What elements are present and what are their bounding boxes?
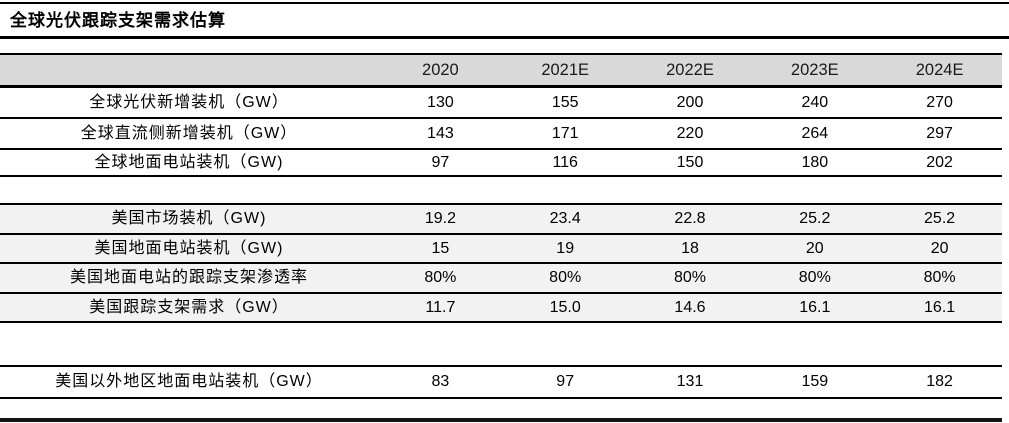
table-header-row: 2020 2021E 2022E 2023E 2024E xyxy=(0,53,1002,88)
section-spacer xyxy=(0,177,1002,205)
value-cell: 15 xyxy=(431,239,450,257)
row-label: 美国地面电站的跟踪支架渗透率 xyxy=(69,269,308,286)
value-cell: 116 xyxy=(552,153,578,171)
value-cell: 180 xyxy=(801,153,829,171)
value-cell: 80% xyxy=(798,269,831,286)
value-cell: 150 xyxy=(676,153,704,171)
top-rule xyxy=(0,2,1009,4)
value-cell: 171 xyxy=(551,124,579,142)
value-cell: 80% xyxy=(923,269,956,286)
value-cell: 159 xyxy=(801,373,829,390)
header-year-cell: 2020 xyxy=(422,60,459,79)
value-cell: 16.1 xyxy=(799,298,831,316)
table-row-global-pv-new-installs: 全球光伏新增装机（GW） 130 155 200 240 270 xyxy=(0,88,1002,119)
value-cell: 80% xyxy=(549,269,582,286)
value-cell: 20 xyxy=(930,239,949,257)
row-label: 全球光伏新增装机（GW） xyxy=(89,93,289,111)
section-spacer xyxy=(0,323,1002,367)
row-label: 美国地面电站装机（GW) xyxy=(94,239,284,257)
table-row-global-dc-new-installs: 全球直流侧新增装机（GW） 143 171 220 264 297 xyxy=(0,119,1002,150)
value-cell: 264 xyxy=(801,124,829,142)
row-label: 全球直流侧新增装机（GW） xyxy=(80,124,298,142)
value-cell: 200 xyxy=(676,93,704,111)
title-rule xyxy=(0,36,1009,39)
table-row-us-tracker-demand: 美国跟踪支架需求（GW） 11.7 15.0 14.6 16.1 16.1 xyxy=(0,294,1002,323)
value-cell: 297 xyxy=(926,124,953,142)
value-cell: 270 xyxy=(926,93,953,111)
row-label: 美国跟踪支架需求（GW） xyxy=(89,298,289,316)
value-cell: 23.4 xyxy=(549,210,581,227)
value-cell: 240 xyxy=(801,93,829,111)
value-cell: 182 xyxy=(926,373,953,390)
table-row-us-utility-installs: 美国地面电站装机（GW) 15 19 18 20 20 xyxy=(0,235,1002,264)
bottom-rule xyxy=(0,418,1002,422)
value-cell: 14.6 xyxy=(674,298,706,316)
value-cell: 97 xyxy=(556,373,575,390)
value-cell: 131 xyxy=(676,373,704,390)
value-cell: 130 xyxy=(427,93,454,111)
table-row-ex-us-utility-installs: 美国以外地区地面电站装机（GW） 83 97 131 159 182 xyxy=(0,367,1002,399)
value-cell: 143 xyxy=(427,124,454,142)
page-title: 全球光伏跟踪支架需求估算 xyxy=(10,11,226,30)
header-year-cell: 2022E xyxy=(666,60,714,79)
value-cell: 22.8 xyxy=(674,210,706,227)
value-cell: 80% xyxy=(424,269,457,286)
header-year-cell: 2024E xyxy=(915,60,964,79)
value-cell: 19 xyxy=(556,239,575,257)
row-label: 美国市场装机（GW) xyxy=(111,210,267,227)
value-cell: 16.1 xyxy=(924,298,956,316)
value-cell: 15.0 xyxy=(549,298,581,316)
value-cell: 11.7 xyxy=(425,298,456,316)
demand-estimate-table: 2020 2021E 2022E 2023E 2024E 全球光伏新增装机（GW… xyxy=(0,53,1002,422)
table-row-global-utility-installs: 全球地面电站装机（GW) 97 116 150 180 202 xyxy=(0,150,1002,177)
value-cell: 19.2 xyxy=(424,210,456,227)
spacer xyxy=(0,39,1009,53)
spacer xyxy=(0,399,1002,418)
value-cell: 155 xyxy=(551,93,579,111)
row-label: 全球地面电站装机（GW) xyxy=(94,153,284,171)
value-cell: 220 xyxy=(676,124,704,142)
value-cell: 83 xyxy=(431,373,450,390)
value-cell: 97 xyxy=(431,153,450,171)
table-row-us-tracker-penetration: 美国地面电站的跟踪支架渗透率 80% 80% 80% 80% 80% xyxy=(0,264,1002,294)
row-label: 美国以外地区地面电站装机（GW） xyxy=(55,373,323,390)
value-cell: 202 xyxy=(926,153,953,171)
value-cell: 25.2 xyxy=(799,210,831,227)
value-cell: 80% xyxy=(673,269,706,286)
value-cell: 25.2 xyxy=(924,210,956,227)
header-year-cell: 2023E xyxy=(790,60,839,79)
value-cell: 20 xyxy=(805,239,824,257)
header-year-cell: 2021E xyxy=(541,60,590,79)
table-row-us-market-installs: 美国市场装机（GW) 19.2 23.4 22.8 25.2 25.2 xyxy=(0,205,1002,235)
value-cell: 18 xyxy=(681,239,699,257)
